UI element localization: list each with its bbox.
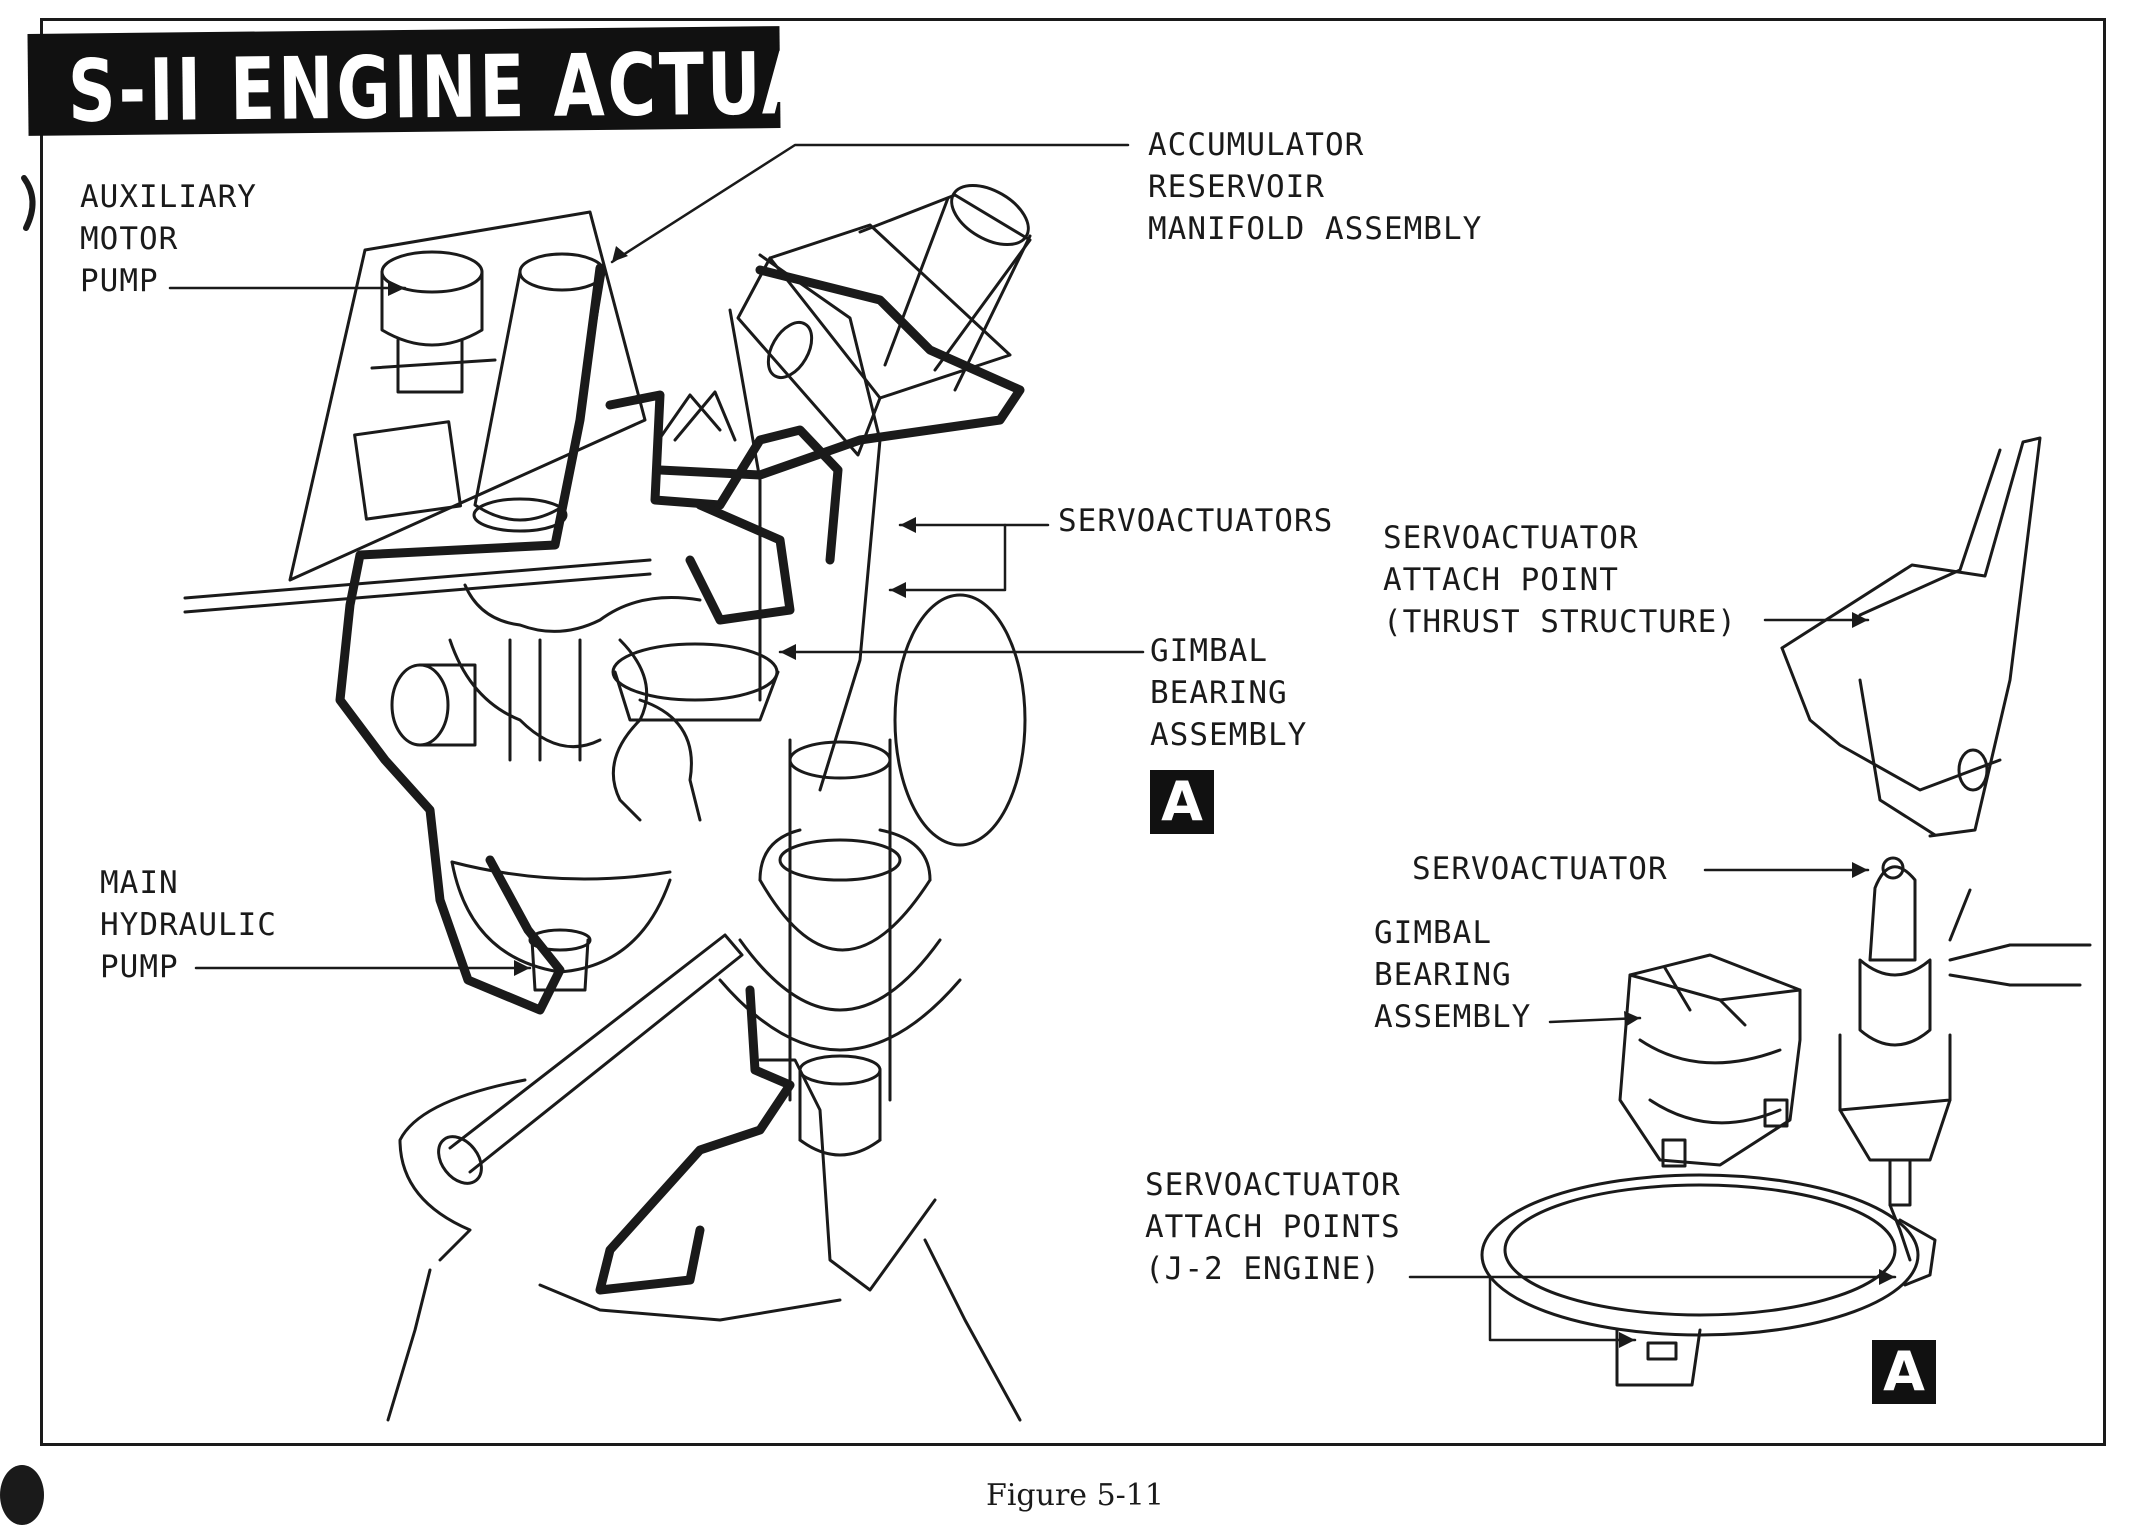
label-servoactuators: SERVOACTUATORS — [1058, 503, 1334, 539]
figure-caption: Figure 5-11 — [986, 1478, 1164, 1513]
upper-duct — [736, 183, 1032, 457]
label-auxiliary-motor-pump: AUXILIARY MOTOR PUMP — [80, 179, 257, 299]
leader-servoactuators — [888, 523, 1050, 592]
thrust-structure-bracket-detail — [1780, 436, 2042, 838]
j2-engine-bell — [386, 1054, 1022, 1422]
attach-ring-detail — [1480, 1173, 1937, 1387]
label-gimbal-bearing-detail: GIMBAL BEARING ASSEMBLY — [1374, 915, 1532, 1035]
auxiliary-motor-pump-shape — [370, 250, 497, 394]
diagonal-strut — [437, 933, 744, 1185]
detail-marker-callout: A — [1872, 1340, 1936, 1404]
leader-j2-lower — [1408, 1275, 1637, 1342]
arrowheads — [388, 246, 1895, 1348]
thrust-cone-structure — [658, 253, 882, 792]
gimbal-bearing-detail — [1618, 953, 1802, 1168]
label-accumulator-reservoir: ACCUMULATOR RESERVOIR MANIFOLD ASSEMBLY — [1148, 127, 1483, 247]
hydraulic-lines — [335, 263, 1025, 1295]
label-servoactuator: SERVOACTUATOR — [1412, 851, 1668, 887]
scan-blot — [0, 1465, 44, 1525]
leader-accumulator — [610, 143, 1130, 264]
gimbal-and-column — [611, 593, 1027, 1102]
leader-lines — [168, 143, 1897, 1342]
thrust-structure-panel — [183, 210, 652, 614]
figure-frame — [40, 18, 2106, 1446]
servoactuator-detail — [1838, 856, 2092, 1262]
label-gimbal-bearing-main: GIMBAL BEARING ASSEMBLY — [1150, 633, 1308, 753]
engine-turbopump — [390, 583, 702, 822]
detail-marker-badge: A — [1150, 770, 1214, 834]
label-servoactuator-attach-thrust: SERVOACTUATOR ATTACH POINT (THRUST STRUC… — [1383, 520, 1737, 640]
label-main-hydraulic-pump: MAIN HYDRAULIC PUMP — [100, 865, 277, 985]
label-servoactuator-attach-j2: SERVOACTUATOR ATTACH POINTS (J-2 ENGINE) — [1145, 1167, 1401, 1287]
scan-mark-top — [21, 175, 36, 231]
main-hydraulic-pump-shape — [450, 860, 672, 992]
